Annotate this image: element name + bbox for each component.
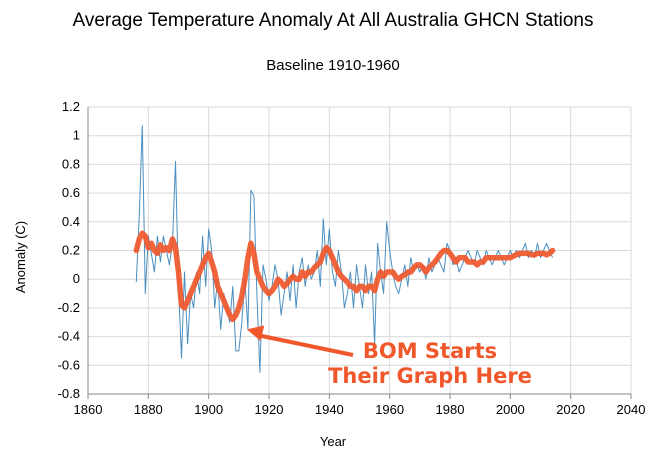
y-tick-label: 1 xyxy=(73,128,80,143)
chart-subtitle: Baseline 1910-1960 xyxy=(266,57,399,74)
y-tick-label: -0.6 xyxy=(58,357,80,372)
y-tick-label: 0.4 xyxy=(62,214,80,229)
y-tick-label: -0.8 xyxy=(58,386,80,401)
y-axis-label: Anomaly (C) xyxy=(13,221,28,293)
x-axis-ticks: 1860 1880 1900 1920 1940 1960 1980 2000 2020 2040 xyxy=(74,402,646,417)
annotation-line-2: Their Graph Here xyxy=(328,364,532,388)
x-tick-label: 2040 xyxy=(617,402,646,417)
y-tick-label: 0.2 xyxy=(62,243,80,258)
y-tick-label: 0.8 xyxy=(62,156,80,171)
y-tick-label: -0.2 xyxy=(58,300,80,315)
x-tick-label: 1900 xyxy=(194,402,223,417)
chart-title: Average Temperature Anomaly At All Austr… xyxy=(72,10,593,31)
x-tick-label: 1920 xyxy=(255,402,284,417)
y-tick-label: 0 xyxy=(73,271,80,286)
axes xyxy=(87,107,632,399)
x-tick-label: 1960 xyxy=(375,402,404,417)
x-tick-label: 1860 xyxy=(74,402,103,417)
series-smoothed-line xyxy=(133,230,556,323)
y-axis-ticks: -0.8 -0.6 -0.4 -0.2 0 0.2 0.4 0.6 0.8 1 1.2 xyxy=(58,99,80,401)
x-tick-label: 2000 xyxy=(496,402,525,417)
x-tick-label: 2020 xyxy=(556,402,585,417)
annotation-arrow-head xyxy=(246,325,265,341)
series-group xyxy=(133,125,556,373)
annotation: BOM Starts Their Graph Here xyxy=(246,325,532,388)
series-annual-line xyxy=(135,125,554,373)
y-tick-label: 0.6 xyxy=(62,185,80,200)
annotation-line-1: BOM Starts xyxy=(363,339,497,363)
y-tick-label: -0.4 xyxy=(58,329,80,344)
x-tick-label: 1880 xyxy=(134,402,163,417)
x-tick-label: 1980 xyxy=(436,402,465,417)
annotation-arrow xyxy=(258,333,354,357)
x-axis-label: Year xyxy=(320,434,347,449)
x-tick-label: 1940 xyxy=(315,402,344,417)
y-tick-label: 1.2 xyxy=(62,99,80,114)
